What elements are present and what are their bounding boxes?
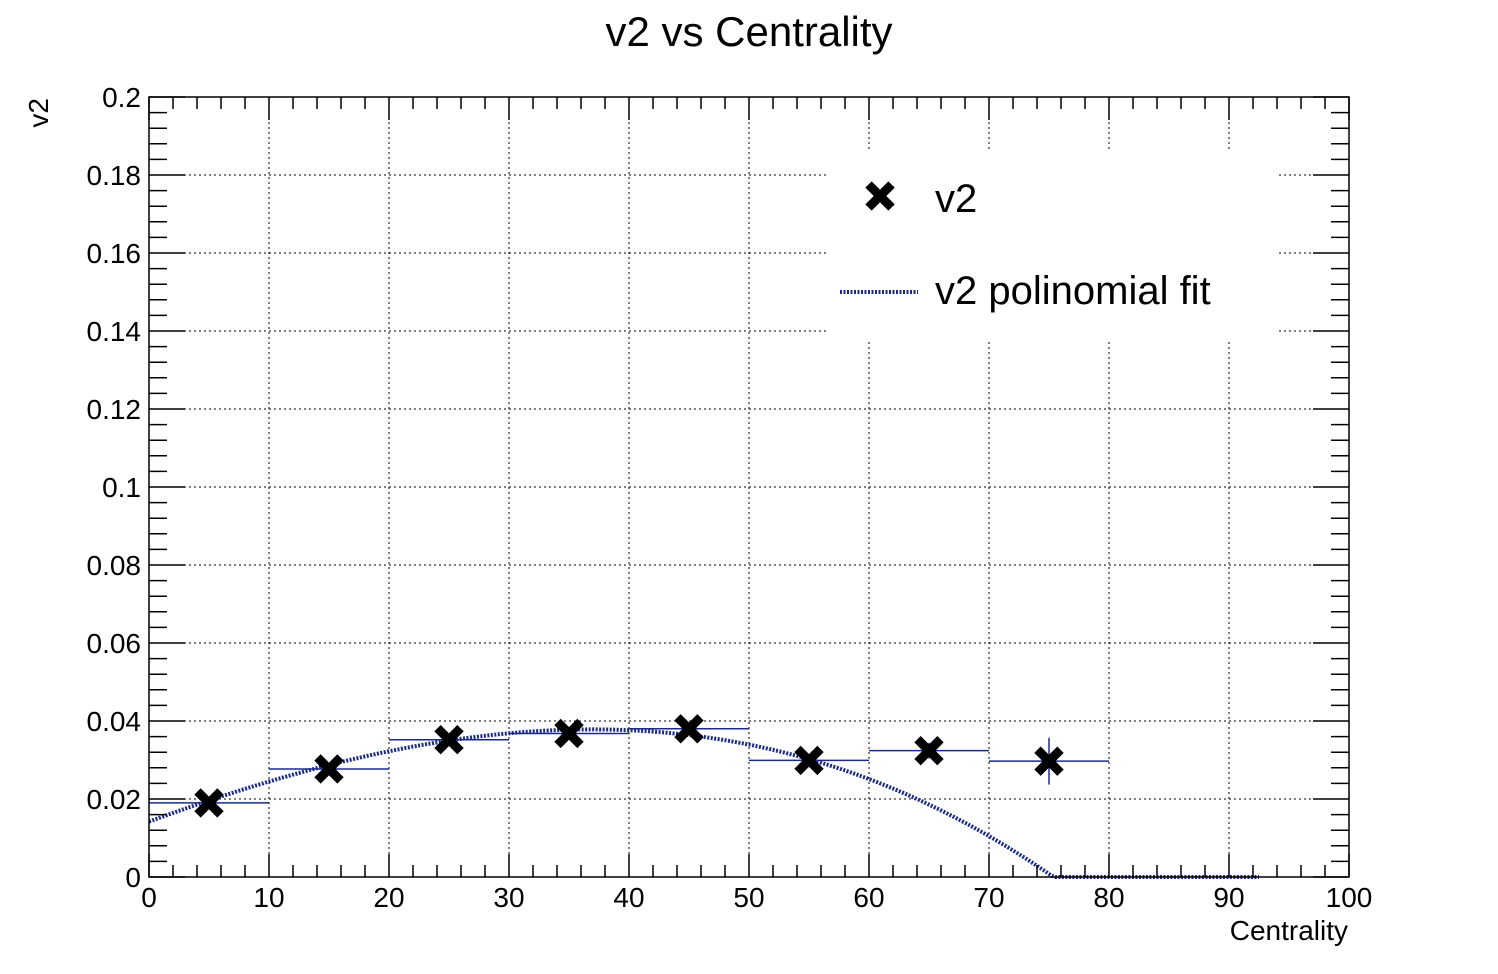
legend-label-v2: v2 <box>935 177 977 221</box>
y-tick-label: 0.04 <box>87 706 142 737</box>
data-point <box>434 725 464 755</box>
y-tick-label: 0.1 <box>102 472 141 503</box>
data-point <box>554 718 584 749</box>
x-tick-label: 50 <box>733 882 764 913</box>
chart-title: v2 vs Centrality <box>605 8 892 55</box>
tick-labels: 0 10 20 30 40 50 60 70 80 90 100 0 0.02 0.04 0.06 0.08 0… <box>87 82 1373 913</box>
y-tick-label: 0 <box>125 862 141 893</box>
data-point <box>1034 746 1064 776</box>
y-tick-label: 0.18 <box>87 160 142 191</box>
x-tick-label: 70 <box>973 882 1004 913</box>
data-markers <box>194 714 1064 818</box>
x-tick-label: 60 <box>853 882 884 913</box>
x-tick-label: 100 <box>1326 882 1373 913</box>
y-tick-label: 0.06 <box>87 628 142 659</box>
x-tick-label: 20 <box>373 882 404 913</box>
y-tick-label: 0.14 <box>87 316 142 347</box>
data-point <box>674 714 704 744</box>
x-tick-label: 90 <box>1213 882 1244 913</box>
legend-label-fit: v2 polinomial fit <box>935 269 1211 313</box>
data-point <box>914 735 944 766</box>
x-tick-label: 10 <box>253 882 284 913</box>
x-tick-label: 30 <box>493 882 524 913</box>
x-tick-label: 40 <box>613 882 644 913</box>
x-axis-label: Centrality <box>1230 915 1348 946</box>
axes <box>148 96 1350 878</box>
y-tick-label: 0.12 <box>87 394 142 425</box>
legend: v2 v2 polinomial fit <box>826 150 1276 340</box>
x-tick-label: 0 <box>141 882 157 913</box>
data-point <box>794 745 824 776</box>
legend-marker-v2 <box>865 181 895 211</box>
data-point <box>314 754 344 784</box>
y-tick-label: 0.02 <box>87 784 142 815</box>
legend-marker-shape <box>865 181 895 211</box>
y-axis-label: v2 <box>23 98 54 128</box>
x-tick-label: 80 <box>1093 882 1124 913</box>
data-point <box>194 788 224 818</box>
y-tick-label: 0.16 <box>87 238 142 269</box>
y-tick-label: 0.2 <box>102 82 141 113</box>
y-tick-label: 0.08 <box>87 550 142 581</box>
